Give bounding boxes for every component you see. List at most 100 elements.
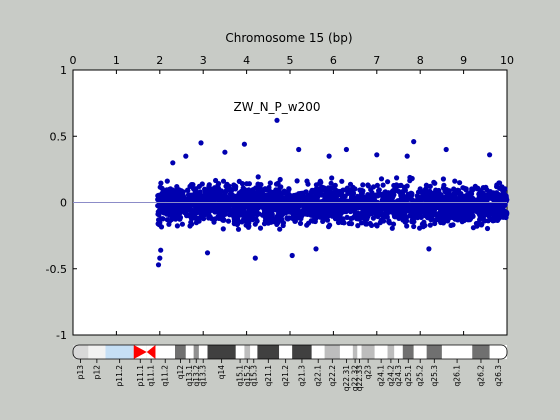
data-point (375, 209, 381, 215)
data-point (484, 225, 491, 232)
chart-title: Chromosome 15 (bp) (225, 31, 352, 45)
data-point (294, 178, 300, 184)
data-point (452, 178, 458, 184)
band-label: q15.3 (249, 365, 258, 387)
data-point (470, 225, 476, 231)
data-point (155, 262, 162, 268)
data-point (469, 210, 475, 216)
data-point (431, 203, 437, 210)
band-label: q25.1 (404, 365, 413, 387)
data-point (228, 189, 234, 195)
data-point (243, 222, 249, 228)
data-point (293, 195, 299, 201)
data-point (337, 191, 343, 198)
band-label: q22.1 (314, 365, 323, 387)
data-point (189, 221, 195, 227)
data-point (209, 197, 215, 203)
data-point (296, 146, 302, 153)
ideogram-band (235, 345, 245, 359)
data-point (433, 217, 439, 223)
data-point (394, 183, 400, 189)
data-point (444, 193, 450, 199)
data-point (427, 183, 433, 189)
data-point (494, 184, 500, 190)
data-point (480, 212, 486, 218)
data-point (485, 205, 491, 211)
data-point (440, 176, 446, 182)
data-point (501, 203, 507, 209)
data-point (411, 223, 417, 230)
data-point (368, 207, 374, 213)
data-points (155, 117, 510, 268)
data-point (166, 188, 173, 194)
data-point (350, 190, 357, 196)
data-point (214, 195, 220, 201)
data-point (315, 209, 321, 215)
data-point (335, 207, 341, 213)
data-point (457, 180, 463, 186)
ideogram-band (402, 345, 414, 359)
data-point (490, 216, 496, 222)
data-point (194, 202, 200, 208)
data-point (244, 192, 250, 198)
ideogram-band (352, 345, 358, 359)
x-tick-label: 9 (460, 54, 467, 67)
data-point (199, 213, 206, 219)
data-point (296, 214, 302, 220)
centromere-marker (133, 345, 147, 359)
data-point (252, 207, 259, 213)
data-point (198, 140, 204, 146)
data-point (379, 193, 386, 199)
x-tick-label: 5 (287, 54, 294, 67)
data-point (417, 186, 423, 192)
data-point (469, 186, 475, 192)
x-tick-label: 8 (417, 54, 424, 67)
data-point (164, 211, 170, 217)
data-point (234, 221, 240, 228)
data-point (448, 203, 454, 209)
data-point (274, 117, 280, 123)
data-point (257, 198, 263, 204)
x-tick-label: 3 (200, 54, 207, 67)
data-point (418, 198, 425, 204)
data-point (383, 194, 390, 200)
data-point (202, 186, 208, 192)
ideogram-band (88, 345, 106, 359)
x-tick-label: 1 (113, 54, 120, 67)
ideogram-band (257, 345, 280, 359)
data-point (463, 186, 469, 192)
data-point (257, 225, 264, 231)
data-point (362, 216, 368, 223)
data-point (288, 197, 294, 203)
data-point (233, 184, 239, 190)
data-point (417, 211, 423, 218)
band-label: q22.33 (355, 365, 364, 391)
data-point (354, 215, 360, 221)
data-point (376, 188, 382, 194)
data-point (220, 226, 226, 232)
band-label: p11.1 (136, 365, 145, 387)
data-point (390, 221, 397, 227)
data-point (326, 153, 332, 159)
band-label: q24.3 (394, 365, 403, 387)
data-point (251, 191, 257, 198)
data-point (317, 178, 323, 184)
data-point (464, 203, 470, 209)
y-tick-label: -0.5 (46, 263, 67, 276)
data-point (238, 188, 245, 194)
data-point (291, 213, 298, 219)
data-point (358, 194, 364, 200)
ideogram-band (361, 345, 375, 359)
data-point (388, 194, 395, 201)
data-point (289, 252, 295, 259)
ideogram-band (311, 345, 325, 359)
data-point (298, 194, 305, 201)
data-point (292, 209, 298, 215)
data-point (251, 202, 257, 208)
data-point (350, 197, 356, 203)
data-point (202, 207, 208, 214)
data-point (216, 181, 222, 187)
data-point (394, 175, 400, 181)
data-point (297, 220, 304, 226)
data-point (255, 174, 261, 180)
